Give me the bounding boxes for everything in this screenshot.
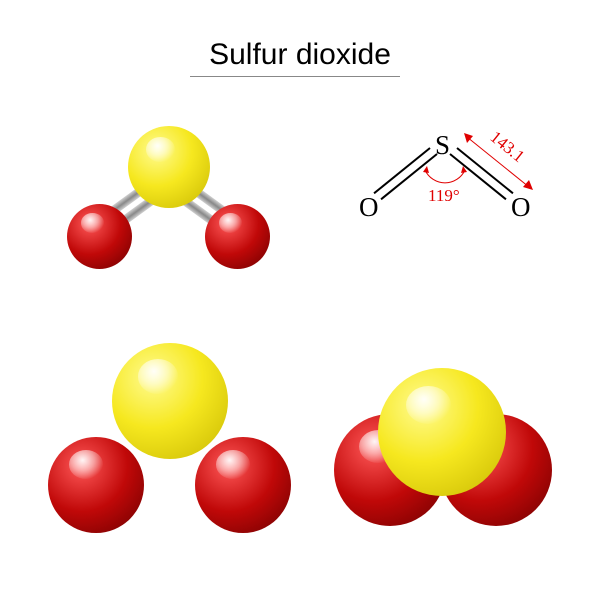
title-underline: [190, 76, 400, 77]
model-ball-and-stick: [45, 110, 295, 290]
sulfur-atom: [128, 126, 210, 208]
oxygen-atom-left: [67, 204, 132, 269]
page-title: Sulfur dioxide: [0, 38, 600, 72]
sulfur-atom-large: [112, 343, 228, 459]
structural-formula: S O O 119° 143.1: [335, 130, 575, 280]
angle-label: 119°: [428, 186, 460, 206]
model-ball-large: [40, 335, 300, 555]
oxygen-atom-right-large: [195, 437, 291, 533]
oxygen-atom-left-large: [48, 437, 144, 533]
sulfur-atom-sf: [378, 368, 506, 496]
oxygen-label-left: O: [359, 192, 379, 223]
oxygen-atom-right: [205, 204, 270, 269]
model-space-filling: [320, 350, 580, 550]
